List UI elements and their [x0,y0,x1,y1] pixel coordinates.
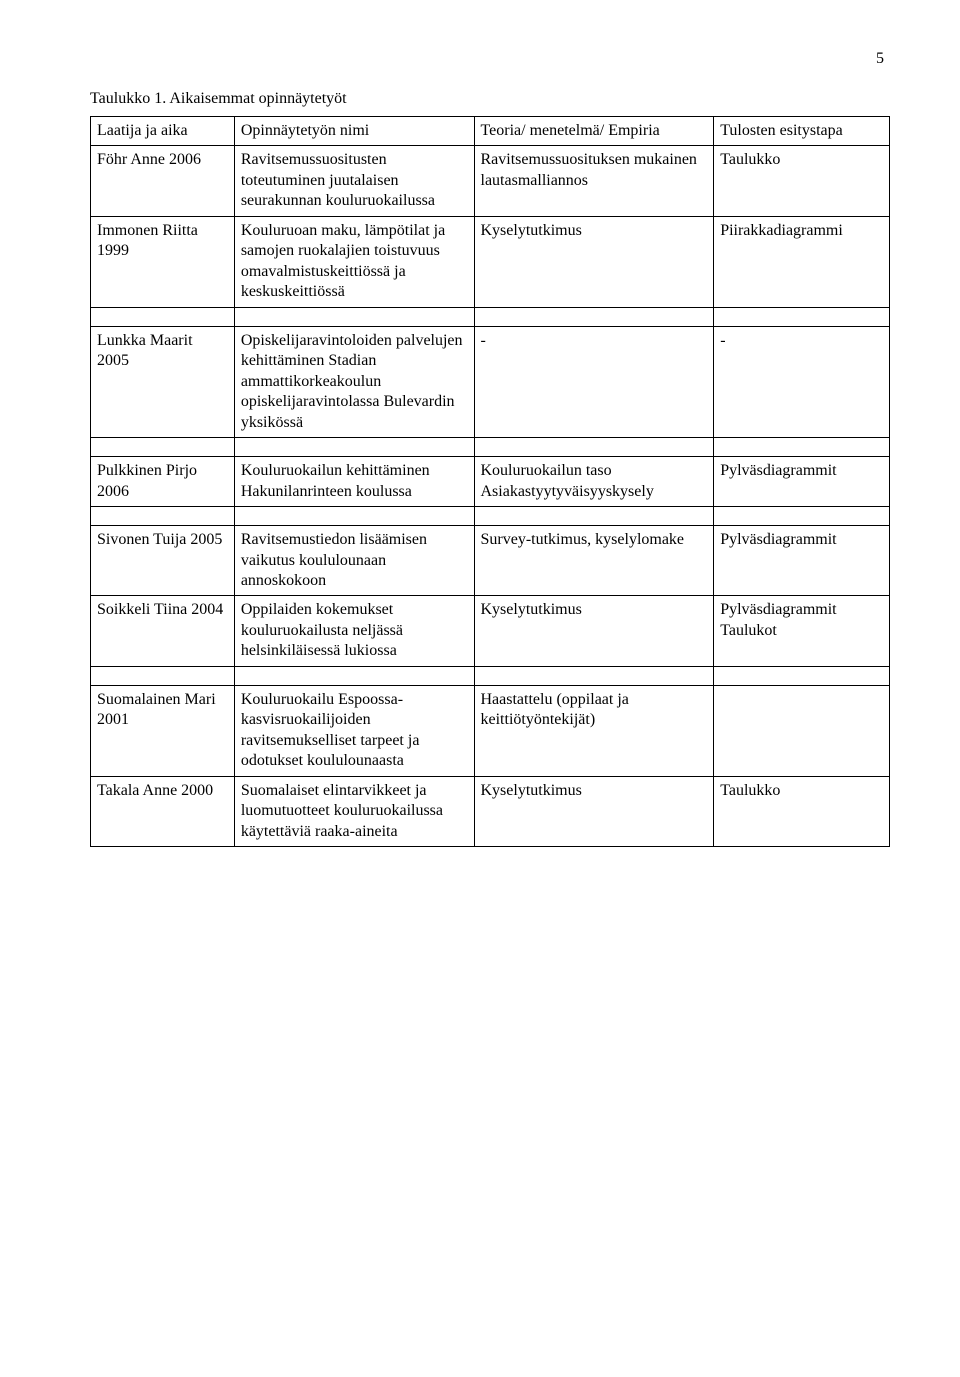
spacer-cell [91,438,235,457]
spacer-cell [474,438,714,457]
spacer-cell [234,438,474,457]
cell-author: Immonen Riitta 1999 [91,216,235,307]
cell-result: - [714,326,890,437]
cell-author: Suomalainen Mari 2001 [91,685,235,776]
table-row: Lunkka Maarit 2005Opiskelijaravintoloide… [91,326,890,437]
spacer-cell [474,507,714,526]
cell-title: Kouluruokailu Espoossa- kasvisruokailijo… [234,685,474,776]
spacer-cell [474,666,714,685]
cell-method: Kyselytutkimus [474,776,714,846]
cell-author: Takala Anne 2000 [91,776,235,846]
header-method: Teoria/ menetelmä/ Empiria [474,117,714,146]
table-row [91,666,890,685]
cell-result: Piirakkadiagrammi [714,216,890,307]
cell-method: Kyselytutkimus [474,596,714,666]
cell-title: Ravitsemussuositusten toteutuminen juuta… [234,146,474,216]
spacer-cell [714,307,890,326]
cell-result: Pylväsdiagrammit [714,457,890,507]
cell-author: Soikkeli Tiina 2004 [91,596,235,666]
table-row [91,438,890,457]
studies-table: Laatija ja aika Opinnäytetyön nimi Teori… [90,116,890,847]
cell-result: Taulukko [714,776,890,846]
spacer-cell [234,666,474,685]
cell-method: Haastattelu (oppilaat ja keittiötyönteki… [474,685,714,776]
cell-result: Pylväsdiagrammit [714,526,890,596]
table-row [91,507,890,526]
table-row: Sivonen Tuija 2005Ravitsemustiedon lisää… [91,526,890,596]
header-author: Laatija ja aika [91,117,235,146]
cell-author: Lunkka Maarit 2005 [91,326,235,437]
spacer-cell [91,307,235,326]
spacer-cell [91,666,235,685]
table-body: Föhr Anne 2006Ravitsemussuositusten tote… [91,146,890,847]
cell-method: Kouluruokailun taso Asiakastyytyväisyysk… [474,457,714,507]
cell-author: Föhr Anne 2006 [91,146,235,216]
cell-result: Pylväsdiagrammit Taulukot [714,596,890,666]
cell-author: Pulkkinen Pirjo 2006 [91,457,235,507]
table-row: Soikkeli Tiina 2004Oppilaiden kokemukset… [91,596,890,666]
table-row: Pulkkinen Pirjo 2006Kouluruokailun kehit… [91,457,890,507]
table-row [91,307,890,326]
cell-title: Opiskelijaravintoloiden palvelujen kehit… [234,326,474,437]
cell-result [714,685,890,776]
spacer-cell [474,307,714,326]
spacer-cell [714,507,890,526]
spacer-cell [234,507,474,526]
spacer-cell [234,307,474,326]
cell-title: Kouluruokailun kehittäminen Hakunilanrin… [234,457,474,507]
table-row: Immonen Riitta 1999Kouluruoan maku, lämp… [91,216,890,307]
table-row: Takala Anne 2000Suomalaiset elintarvikke… [91,776,890,846]
cell-method: Ravitsemussuosituksen mukainen lautasmal… [474,146,714,216]
cell-method: Kyselytutkimus [474,216,714,307]
page-number: 5 [90,50,890,68]
cell-title: Kouluruoan maku, lämpötilat ja samojen r… [234,216,474,307]
spacer-cell [714,666,890,685]
cell-method: - [474,326,714,437]
cell-author: Sivonen Tuija 2005 [91,526,235,596]
table-row: Suomalainen Mari 2001Kouluruokailu Espoo… [91,685,890,776]
cell-title: Suomalaiset elintarvikkeet ja luomutuott… [234,776,474,846]
table-caption: Taulukko 1. Aikaisemmat opinnäytetyöt [90,90,890,108]
cell-title: Ravitsemustiedon lisäämisen vaikutus kou… [234,526,474,596]
cell-result: Taulukko [714,146,890,216]
header-result: Tulosten esitystapa [714,117,890,146]
header-title: Opinnäytetyön nimi [234,117,474,146]
cell-title: Oppilaiden kokemukset kouluruokailusta n… [234,596,474,666]
cell-method: Survey-tutkimus, kyselylomake [474,526,714,596]
table-header-row: Laatija ja aika Opinnäytetyön nimi Teori… [91,117,890,146]
table-row: Föhr Anne 2006Ravitsemussuositusten tote… [91,146,890,216]
spacer-cell [714,438,890,457]
spacer-cell [91,507,235,526]
